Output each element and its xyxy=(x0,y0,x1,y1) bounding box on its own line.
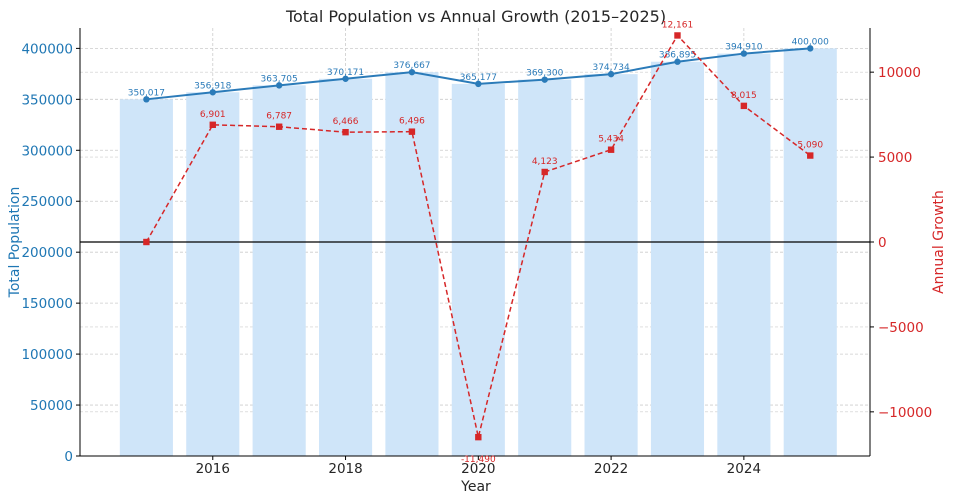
x-tick-label: 2018 xyxy=(328,461,362,477)
population-bar xyxy=(318,78,373,456)
population-bar xyxy=(783,48,837,456)
x-axis-label: Year xyxy=(460,479,491,495)
growth-series: 6,901 6,787 6,466 6,496 -11,490 4,123 5,434 12,… xyxy=(143,20,823,465)
population-data-label: 365,177 xyxy=(460,73,497,83)
left-tick-label: 400000 xyxy=(21,41,73,57)
population-data-label: 394,910 xyxy=(725,43,762,53)
population-point xyxy=(807,45,814,52)
left-tick-label: 100000 xyxy=(21,347,73,363)
population-bar xyxy=(186,92,240,456)
population-point xyxy=(541,76,548,83)
population-data-label: 363,705 xyxy=(261,74,298,84)
growth-data-label: 12,161 xyxy=(662,20,694,30)
right-tick-label: −5000 xyxy=(878,320,924,336)
population-bars xyxy=(119,48,837,457)
left-tick-label: 0 xyxy=(64,449,73,465)
ticks: 0500001000001500002000002500003000003500… xyxy=(21,41,932,477)
growth-point xyxy=(607,146,615,153)
growth-point xyxy=(143,238,150,246)
right-tick-label: 0 xyxy=(878,235,887,251)
growth-data-label: -11,490 xyxy=(461,455,496,465)
growth-data-label: 6,787 xyxy=(266,112,292,122)
right-tick-label: −10000 xyxy=(878,405,932,421)
population-point xyxy=(209,89,216,96)
population-bar xyxy=(518,79,572,456)
x-tick-label: 2022 xyxy=(594,461,628,477)
x-tick-label: 2020 xyxy=(461,461,495,477)
population-bar xyxy=(451,83,505,456)
left-tick-label: 200000 xyxy=(21,245,73,261)
left-axis-label: Total Population xyxy=(7,187,23,299)
population-bar xyxy=(584,74,638,457)
growth-line xyxy=(145,34,811,438)
growth-point xyxy=(342,128,349,136)
chart-title: Total Population vs Annual Growth (2015–… xyxy=(285,7,666,26)
population-data-label: 370,171 xyxy=(327,68,364,78)
growth-point xyxy=(740,102,748,110)
population-point xyxy=(674,58,681,65)
growth-data-label: 5,090 xyxy=(797,141,823,151)
population-point xyxy=(408,68,416,76)
growth-data-label: 6,901 xyxy=(200,110,226,120)
right-tick-label: 5000 xyxy=(878,150,912,166)
growth-point xyxy=(674,32,681,39)
growth-point xyxy=(807,152,814,159)
population-data-label: 386,895 xyxy=(659,51,696,61)
growth-data-label: 8,015 xyxy=(731,91,757,101)
left-tick-label: 150000 xyxy=(21,296,73,312)
population-data-label: 356,918 xyxy=(194,81,231,91)
growth-data-label: 6,466 xyxy=(333,117,359,127)
left-tick-label: 300000 xyxy=(21,143,73,159)
population-point xyxy=(740,50,748,57)
left-tick-label: 250000 xyxy=(21,194,73,210)
population-point xyxy=(342,75,349,82)
population-bar xyxy=(717,53,771,457)
x-tick-label: 2016 xyxy=(196,461,230,477)
population-bar xyxy=(385,72,439,457)
growth-data-label: 5,434 xyxy=(598,135,624,145)
growth-point xyxy=(541,168,548,176)
growth-point xyxy=(475,433,482,441)
population-data-label: 350,017 xyxy=(128,88,165,98)
growth-data-label: 4,123 xyxy=(532,157,558,167)
population-data-label: 369,300 xyxy=(526,69,563,79)
left-tick-label: 50000 xyxy=(30,398,73,414)
population-bar xyxy=(252,85,306,457)
growth-point xyxy=(209,121,216,128)
population-point xyxy=(475,80,482,88)
population-point xyxy=(143,96,150,103)
population-data-label: 374,734 xyxy=(592,63,629,73)
population-point xyxy=(275,82,283,89)
right-axis-label: Annual Growth xyxy=(931,190,947,294)
population-bar xyxy=(119,99,173,456)
population-data-label: 400,000 xyxy=(792,37,829,47)
growth-point xyxy=(275,123,283,130)
population-point xyxy=(607,70,615,78)
growth-data-label: 6,496 xyxy=(399,117,425,127)
x-tick-label: 2024 xyxy=(727,461,761,477)
left-tick-label: 350000 xyxy=(21,92,73,108)
population-bar xyxy=(650,61,705,457)
population-data-label: 376,667 xyxy=(393,61,430,71)
right-tick-label: 10000 xyxy=(878,65,921,81)
growth-point xyxy=(408,128,416,135)
